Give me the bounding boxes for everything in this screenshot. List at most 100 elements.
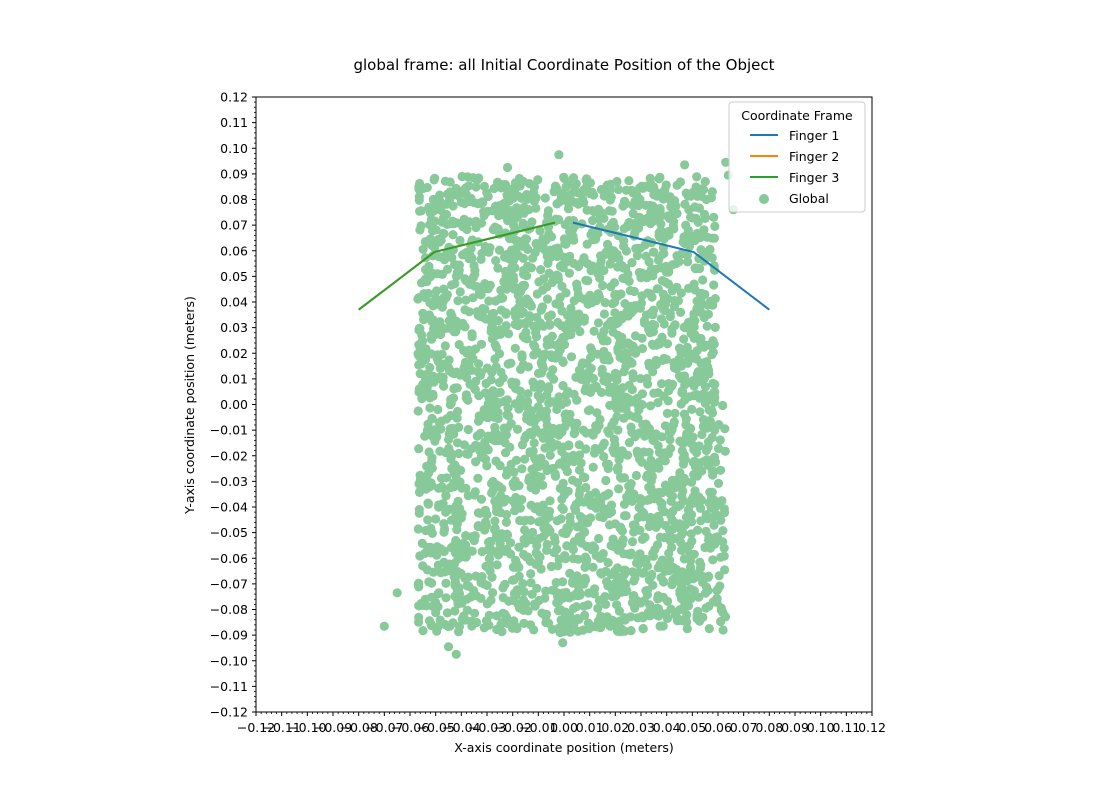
scatter-point — [564, 268, 575, 278]
scatter-point — [440, 324, 450, 334]
scatter-point — [708, 555, 718, 565]
x-tick-label: 0.00 — [550, 720, 578, 735]
scatter-point — [603, 558, 613, 568]
scatter-point — [682, 624, 692, 634]
scatter-point — [545, 450, 555, 460]
scatter-point — [600, 592, 610, 602]
scatter-point — [680, 375, 690, 385]
scatter-point — [517, 350, 527, 360]
scatter-point — [572, 279, 582, 289]
scatter-point — [470, 269, 480, 279]
scatter-point — [676, 307, 686, 317]
scatter-point — [663, 294, 673, 304]
scatter-point — [523, 261, 533, 271]
scatter-point — [614, 253, 624, 264]
x-tick-label: −0.12 — [237, 720, 275, 735]
scatter-point — [515, 398, 526, 408]
scatter-point — [645, 200, 655, 211]
scatter-point — [607, 583, 617, 594]
scatter-point — [637, 506, 647, 516]
scatter-point — [596, 623, 606, 633]
scatter-point — [664, 213, 675, 224]
scatter-point — [573, 554, 583, 564]
scatter-point — [532, 348, 542, 358]
scatter-point — [656, 226, 666, 236]
scatter-point — [561, 288, 571, 298]
scatter-point — [471, 182, 481, 192]
scatter-point — [556, 192, 566, 202]
scatter-point — [484, 296, 494, 306]
scatter-point — [465, 250, 475, 260]
scatter-point — [682, 432, 692, 442]
scatter-point — [716, 552, 726, 562]
scatter-point — [571, 505, 581, 515]
scatter-point — [532, 541, 542, 551]
scatter-point — [429, 237, 439, 247]
scatter-point — [680, 199, 690, 209]
scatter-point — [479, 181, 489, 191]
scatter-point — [698, 275, 708, 285]
scatter-point — [657, 503, 667, 513]
scatter-point — [589, 326, 599, 336]
scatter-point — [626, 479, 636, 489]
scatter-point — [546, 232, 557, 242]
scatter-point — [461, 183, 471, 193]
scatter-point — [533, 502, 543, 512]
x-tick-label: 0.05 — [678, 720, 706, 735]
scatter-point — [466, 193, 476, 203]
scatter-point — [593, 228, 603, 239]
scatter-point — [441, 473, 452, 483]
scatter-point — [553, 243, 563, 253]
scatter-point — [445, 483, 455, 493]
scatter-point — [418, 626, 428, 636]
legend-label-finger-3: Finger 3 — [789, 170, 839, 185]
scatter-point — [612, 176, 622, 187]
scatter-point — [606, 282, 616, 292]
scatter-point — [665, 195, 675, 205]
scatter-point — [709, 280, 719, 290]
scatter-point — [655, 172, 665, 182]
scatter-point — [542, 539, 552, 550]
scatter-point — [701, 582, 712, 592]
y-tick-label: 0.06 — [220, 243, 248, 258]
scatter-point — [490, 296, 500, 306]
scatter-point — [596, 184, 607, 195]
scatter-point — [593, 267, 603, 278]
scatter-point — [596, 331, 607, 341]
scatter-point — [642, 590, 653, 600]
scatter-point — [455, 552, 465, 562]
scatter-point — [671, 501, 681, 511]
scatter-point — [532, 583, 542, 593]
scatter-point — [614, 484, 624, 494]
x-tick-label: 0.02 — [601, 720, 629, 735]
scatter-point — [619, 413, 629, 423]
scatter-point — [478, 198, 488, 208]
scatter-point — [488, 588, 498, 598]
scatter-point — [520, 454, 530, 464]
scatter-point — [682, 250, 693, 260]
scatter-point — [414, 508, 424, 518]
scatter-point — [687, 477, 697, 487]
scatter-point — [540, 593, 550, 603]
scatter-point — [670, 483, 680, 493]
scatter-point — [643, 288, 653, 298]
scatter-point — [630, 301, 640, 311]
scatter-point — [605, 259, 615, 269]
scatter-point — [421, 238, 431, 248]
scatter-point — [432, 286, 442, 296]
scatter-point — [432, 269, 443, 279]
scatter-point — [534, 517, 544, 527]
scatter-point — [485, 559, 495, 569]
scatter-point — [444, 434, 454, 445]
x-tick-label: −0.04 — [442, 720, 480, 735]
scatter-point — [553, 317, 563, 328]
scatter-point — [499, 277, 509, 287]
scatter-point — [596, 256, 606, 266]
y-tick-label: 0.03 — [220, 320, 248, 335]
scatter-point — [540, 193, 550, 203]
scatter-point — [441, 578, 451, 588]
scatter-point — [692, 228, 702, 239]
y-tick-label: −0.07 — [210, 576, 248, 591]
scatter-point — [687, 536, 697, 546]
scatter-point — [568, 544, 579, 555]
